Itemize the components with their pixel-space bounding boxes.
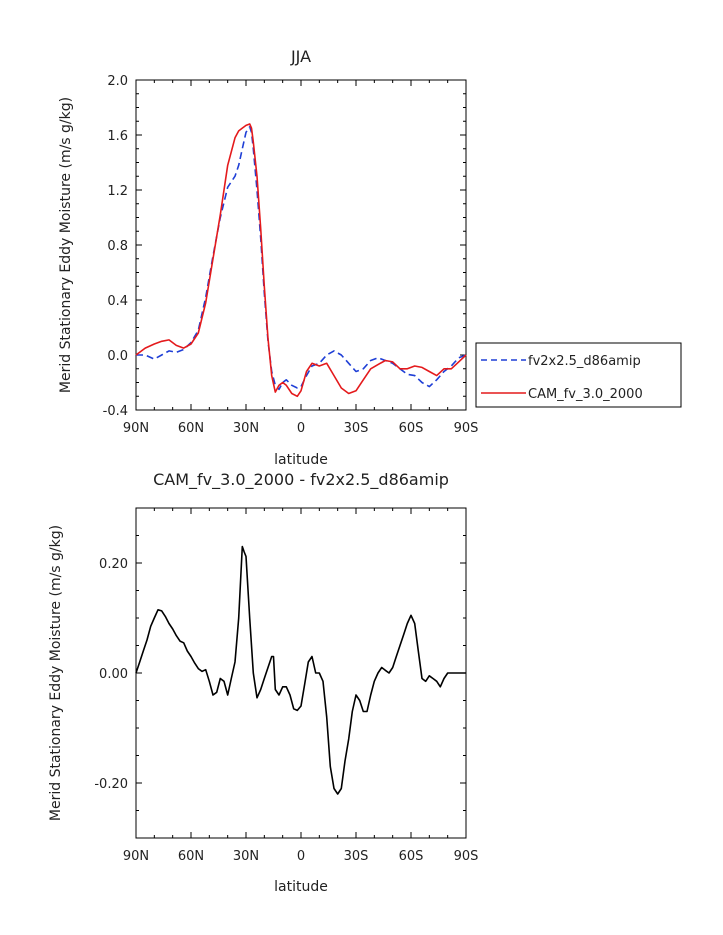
legend-label-1: CAM_fv_3.0_2000 <box>528 387 643 402</box>
x-tick-label: 30S <box>344 421 369 436</box>
bottom-chart: CAM_fv_3.0_2000 - fv2x2.5_d86amip 90N 60N… <box>48 470 478 895</box>
top-series-line-1 <box>135 123 467 398</box>
x-tick-label: 60N <box>178 849 204 864</box>
bottom-series-line-0 <box>135 545 466 795</box>
top-chart: JJA 90N 60N 30N 0 30S 60S 90S 2.0 1.6 1.2 0.8 0.4 0.… <box>58 47 682 468</box>
top-x-axis-title: latitude <box>274 452 328 468</box>
x-tick-label: 90S <box>454 421 479 436</box>
top-series-layer <box>135 123 467 398</box>
x-tick-label: 0 <box>297 849 305 864</box>
y-tick-label: 1.2 <box>107 184 128 199</box>
y-tick-label: 0.20 <box>99 557 128 572</box>
top-y-axis-title: Merid Stationary Eddy Moisture (m/s g/kg… <box>58 97 74 393</box>
y-tick-label: 0.4 <box>107 294 128 309</box>
legend-label-0: fv2x2.5_d86amip <box>528 354 641 369</box>
bottom-axis-ticks: 90N 60N 30N 0 30S 60S 90S 0.20 0.00 -0.20 <box>94 507 479 864</box>
x-tick-label: 0 <box>297 421 305 436</box>
top-series-line-0 <box>136 126 467 391</box>
x-tick-label: 30N <box>233 421 259 436</box>
x-tick-label: 30N <box>233 849 259 864</box>
top-legend: fv2x2.5_d86amip CAM_fv_3.0_2000 <box>475 342 682 408</box>
y-tick-label: 1.6 <box>107 129 128 144</box>
bottom-y-axis-title: Merid Stationary Eddy Moisture (m/s g/kg… <box>48 525 64 821</box>
top-chart-title: JJA <box>290 47 311 66</box>
y-tick-label: 2.0 <box>107 74 128 89</box>
y-tick-label: -0.4 <box>103 404 128 419</box>
y-tick-label: 0.8 <box>107 239 128 254</box>
y-tick-label: 0.0 <box>107 349 128 364</box>
x-tick-label: 60N <box>178 421 204 436</box>
x-tick-label: 90S <box>454 849 479 864</box>
x-tick-label: 90N <box>123 849 149 864</box>
x-tick-label: 60S <box>399 421 424 436</box>
bottom-chart-title: CAM_fv_3.0_2000 - fv2x2.5_d86amip <box>153 470 449 490</box>
top-axis-ticks: 90N 60N 30N 0 30S 60S 90S 2.0 1.6 1.2 0.8 0.4 0.0 -0.… <box>103 74 479 436</box>
legend-box <box>475 342 682 408</box>
bottom-plot-frame <box>135 507 467 839</box>
x-tick-label: 30S <box>344 849 369 864</box>
x-tick-label: 60S <box>399 849 424 864</box>
top-plot-frame <box>135 79 467 411</box>
bottom-x-axis-title: latitude <box>274 879 328 895</box>
bottom-series-layer <box>135 545 466 795</box>
x-tick-label: 90N <box>123 421 149 436</box>
y-tick-label: 0.00 <box>99 667 128 682</box>
y-tick-label: -0.20 <box>94 777 128 792</box>
